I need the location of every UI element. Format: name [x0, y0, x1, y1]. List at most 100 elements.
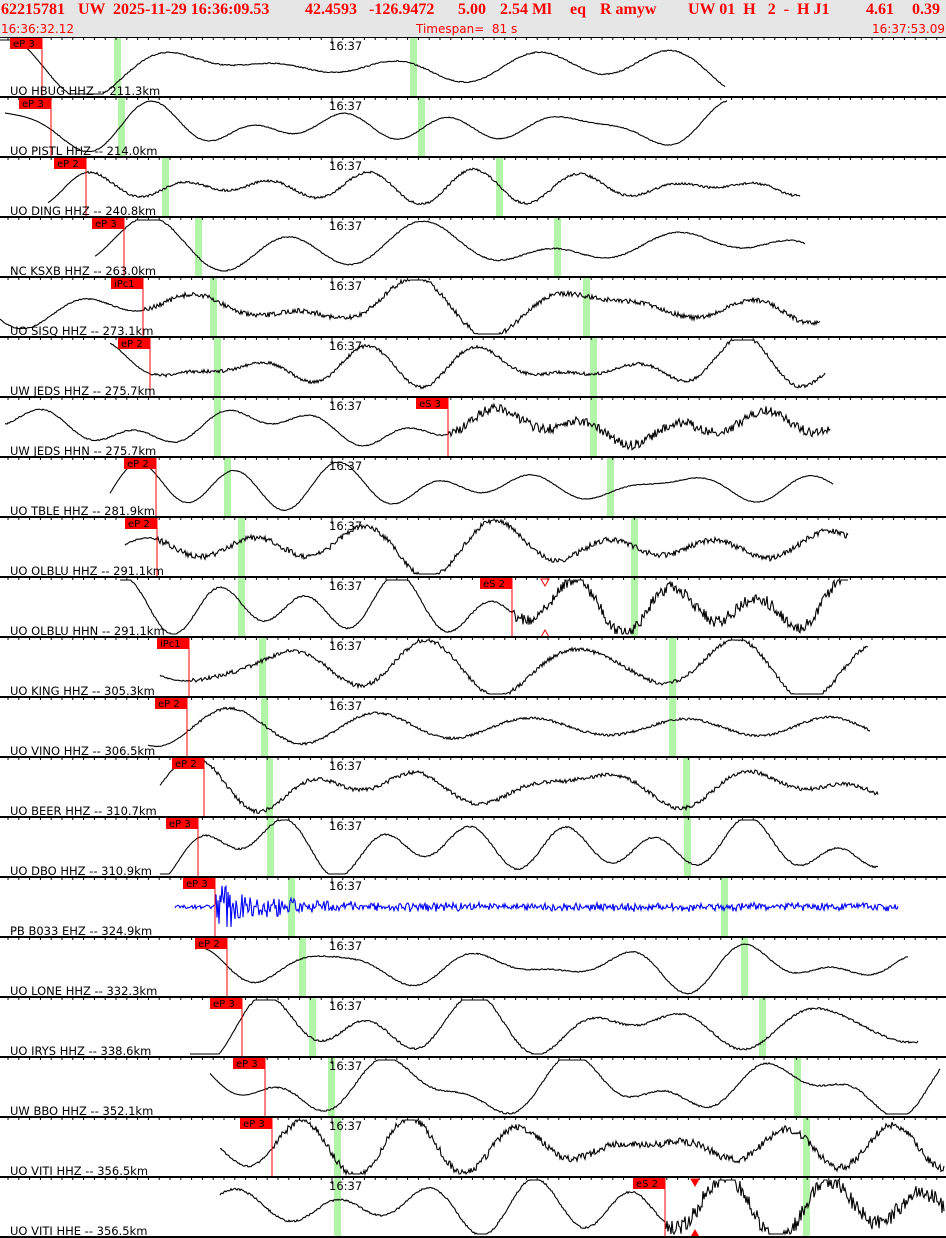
waveform — [174, 885, 899, 928]
amplitude-marker-icon[interactable] — [540, 628, 550, 638]
minute-label: 16:37 — [329, 1119, 362, 1133]
trace-row[interactable]: 16:37 eP 3 UO IRYS HHZ -- 338.6km — [0, 996, 946, 1058]
phase-window — [741, 938, 748, 997]
trace-row[interactable]: 16:37 eS 2 UO OLBLU HHN -- 291.1km — [0, 576, 946, 638]
pick-label: eP 3 — [13, 39, 35, 50]
pick-flag[interactable] — [183, 878, 215, 889]
waveform — [124, 518, 849, 575]
phase-window — [118, 98, 125, 157]
pick-flag[interactable] — [166, 818, 198, 829]
pick-flag[interactable] — [19, 98, 51, 109]
phase-window — [683, 758, 690, 817]
trace-row[interactable]: 16:37 eP 3 UO VITI HHZ -- 356.5km — [0, 1116, 946, 1178]
row-separator — [0, 396, 946, 398]
trace-row[interactable]: 16:37 eP 3 PB B033 EHZ -- 324.9km — [0, 876, 946, 938]
trace-row[interactable]: 16:37 eP 2 UW JEDS HHZ -- 275.7km — [0, 336, 946, 398]
pick-flag[interactable] — [480, 578, 512, 589]
trace-row[interactable]: 16:37 iPc1 UO KING HHZ -- 305.3km — [0, 636, 946, 698]
value-2: 0.39 — [912, 1, 940, 18]
review-status: R amyw — [600, 1, 657, 18]
trace-row[interactable]: 16:37 eP 3 NC KSXB HHZ -- 263.0km — [0, 216, 946, 278]
waveform — [189, 999, 919, 1055]
trace-row[interactable]: 16:37 eP 2 UO DING HHZ -- 240.8km — [0, 156, 946, 218]
pick-label: eP 2 — [121, 339, 143, 350]
trace-row[interactable]: 16:37 eP 2 UO OLBLU HHZ -- 291.1km — [0, 516, 946, 578]
phase-window — [238, 578, 245, 637]
waveform — [47, 167, 801, 206]
station-label: UO VINO HHZ -- 306.5km — [10, 744, 155, 758]
trace-row[interactable]: 16:37 iPc1 UO SISQ HHZ -- 273.1km — [0, 276, 946, 338]
phase-window — [259, 638, 266, 697]
phase-window — [266, 758, 273, 817]
station-label: UO BEER HHZ -- 310.7km — [10, 804, 157, 818]
pick-flag[interactable] — [240, 1118, 272, 1129]
pick-flag[interactable] — [172, 758, 204, 769]
trace-row[interactable]: 16:37 eP 3 UO DBO HHZ -- 310.9km — [0, 816, 946, 878]
pick-label: eS 2 — [636, 1179, 658, 1190]
trace-row[interactable]: 16:37 eP 2 UO VINO HHZ -- 306.5km — [0, 696, 946, 758]
pick-flag[interactable] — [125, 518, 157, 529]
trace-row[interactable]: 16:37 eP 2 UO LONE HHZ -- 332.3km — [0, 936, 946, 998]
pick-flag[interactable] — [111, 278, 143, 289]
trace-row[interactable]: 16:37 eS 2 UO VITI HHE -- 356.5km — [0, 1176, 946, 1238]
phase-window — [288, 878, 295, 937]
station-label: NC KSXB HHZ -- 263.0km — [10, 264, 156, 278]
amplitude-marker-icon[interactable] — [690, 1228, 700, 1238]
amplitude-marker-icon[interactable] — [540, 578, 550, 588]
event-id: 62215781 — [1, 1, 65, 18]
pick-flag[interactable] — [195, 938, 227, 949]
minute-label: 16:37 — [329, 879, 362, 893]
waveform — [4, 402, 831, 451]
phase-window — [631, 578, 638, 637]
station-label: UW BBO HHZ -- 352.1km — [10, 1104, 153, 1118]
trace-row[interactable]: 16:37 eP 2 UO BEER HHZ -- 310.7km — [0, 756, 946, 818]
trace-row[interactable]: 16:37 eP 2 UO TBLE HHZ -- 281.9km — [0, 456, 946, 518]
pick-label: eP 2 — [175, 759, 197, 770]
trace-row[interactable]: 16:37 eP 3 UW BBO HHZ -- 352.1km — [0, 1056, 946, 1118]
waveform — [194, 943, 909, 995]
trace-row[interactable]: 16:37 eS 3 UW JEDS HHN -- 275.7km — [0, 396, 946, 458]
pick-label: eP 2 — [127, 459, 149, 470]
pick-flag[interactable] — [10, 38, 42, 49]
station-label: PB B033 EHZ -- 324.9km — [10, 924, 152, 938]
waveform — [120, 578, 848, 635]
station-label: UO VITI HHE -- 356.5km — [10, 1224, 147, 1238]
pick-flag[interactable] — [124, 458, 156, 469]
station-label: UW JEDS HHZ -- 275.7km — [10, 384, 155, 398]
phase-window — [554, 218, 561, 277]
pick-flag[interactable] — [155, 698, 187, 709]
pick-flag[interactable] — [210, 998, 242, 1009]
row-separator — [0, 696, 946, 698]
pick-flag[interactable] — [416, 398, 448, 409]
row-separator — [0, 1236, 946, 1238]
pick-label: eP 2 — [128, 519, 150, 530]
pick-flag[interactable] — [118, 338, 150, 349]
minute-label: 16:37 — [329, 39, 362, 53]
minute-label: 16:37 — [329, 279, 362, 293]
waveform — [109, 339, 826, 390]
pick-flag[interactable] — [92, 218, 124, 229]
minute-label: 16:37 — [329, 759, 362, 773]
phase-window — [162, 158, 169, 217]
station-label: UO HBUG HHZ -- 211.3km — [10, 84, 160, 98]
phase-window — [607, 458, 614, 517]
station-label: UO OLBLU HHZ -- 291.1km — [10, 564, 164, 578]
row-separator — [0, 1176, 946, 1178]
minute-label: 16:37 — [329, 159, 362, 173]
trace-row[interactable]: 16:37 eP 3 UO HBUG HHZ -- 211.3km — [0, 37, 946, 98]
trace-row[interactable]: 16:37 eP 3 UO PISTL HHZ -- 214.0km — [0, 96, 946, 158]
amplitude-marker-icon[interactable] — [690, 1178, 700, 1188]
event-header: 62215781 UW 2025-11-29 16:36:09.53 42.45… — [0, 0, 946, 37]
waveform — [160, 819, 879, 875]
pick-flag[interactable] — [233, 1058, 265, 1069]
pick-flag[interactable] — [157, 638, 189, 649]
pick-flag[interactable] — [54, 158, 86, 169]
phase-window — [224, 458, 231, 517]
station-label: UO KING HHZ -- 305.3km — [10, 684, 155, 698]
station-label: UO DBO HHZ -- 310.9km — [10, 864, 152, 878]
pick-flag[interactable] — [633, 1178, 665, 1189]
phase-window — [299, 938, 306, 997]
pick-label: eP 3 — [186, 879, 208, 890]
station-label: UO OLBLU HHN -- 291.1km — [10, 624, 165, 638]
